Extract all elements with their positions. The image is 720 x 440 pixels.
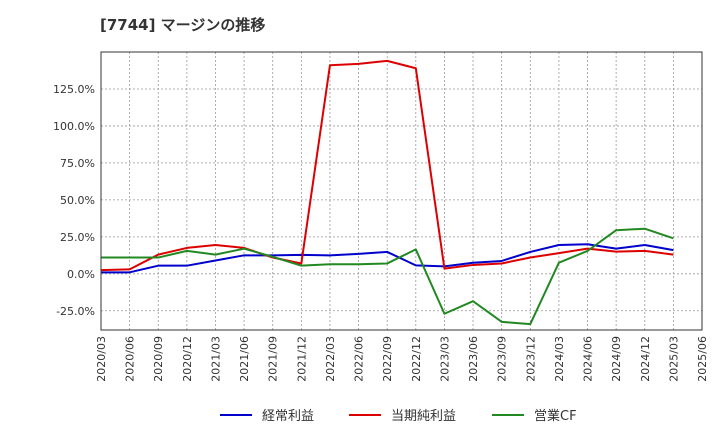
legend-label-0: 経常利益 [262, 409, 314, 424]
legend-label-2: 営業CF [534, 408, 577, 424]
y-tick-label: 0.0% [67, 268, 95, 281]
x-tick-label: 2022/12 [410, 336, 423, 382]
plot-frame [100, 51, 703, 331]
x-tick-label: 2021/09 [267, 336, 280, 382]
plot-area [101, 52, 702, 330]
x-tick-label: 2021/03 [209, 336, 222, 382]
x-tick-label: 2022/03 [324, 336, 337, 382]
series-line-0 [101, 243, 674, 274]
x-tick-label: 2020/12 [181, 336, 194, 382]
x-tick-label: 2025/03 [667, 336, 680, 382]
x-tick-label: 2022/06 [353, 336, 366, 382]
x-tick-label: 2024/03 [553, 336, 566, 382]
series-lines [100, 59, 674, 326]
x-tick-label: 2020/09 [152, 336, 165, 382]
x-tick-label: 2020/03 [95, 336, 108, 382]
x-tick-label: 2023/09 [496, 336, 509, 382]
x-tick-label: 2023/03 [438, 336, 451, 382]
series-line-1 [100, 59, 674, 272]
x-tick-label: 2021/12 [295, 336, 308, 382]
x-tick-label: 2023/12 [524, 336, 537, 382]
y-tick-label: 75.0% [60, 157, 95, 170]
x-tick-label: 2023/06 [467, 336, 480, 382]
y-tick-label: 25.0% [60, 231, 95, 244]
x-tick-label: 2024/09 [610, 336, 623, 382]
chart-title: [7744] マージンの推移 [100, 16, 266, 34]
x-tick-label: 2024/12 [639, 336, 652, 382]
y-tick-label: 125.0% [53, 83, 95, 96]
y-tick-label: -25.0% [56, 305, 95, 318]
x-tick-label: 2024/06 [582, 336, 595, 382]
y-tick-label: 50.0% [60, 194, 95, 207]
grid-lines [100, 52, 703, 330]
x-tick-label: 2021/06 [238, 336, 251, 382]
legend: 経常利益 当期純利益 営業CF [220, 408, 577, 424]
series-line-2 [101, 227, 674, 326]
x-axis-ticks: 2020/03 2020/06 2020/09 2020/12 2021/03 2021/… [95, 336, 709, 382]
y-axis-ticks: -25.0% 0.0% 25.0% 50.0% 75.0% 100.0% 125.0% [53, 83, 95, 318]
x-tick-label: 2025/06 [696, 336, 709, 382]
y-tick-label: 100.0% [53, 120, 95, 133]
x-tick-label: 2020/06 [124, 336, 137, 382]
legend-label-1: 当期純利益 [391, 409, 456, 424]
x-tick-label: 2022/09 [381, 336, 394, 382]
